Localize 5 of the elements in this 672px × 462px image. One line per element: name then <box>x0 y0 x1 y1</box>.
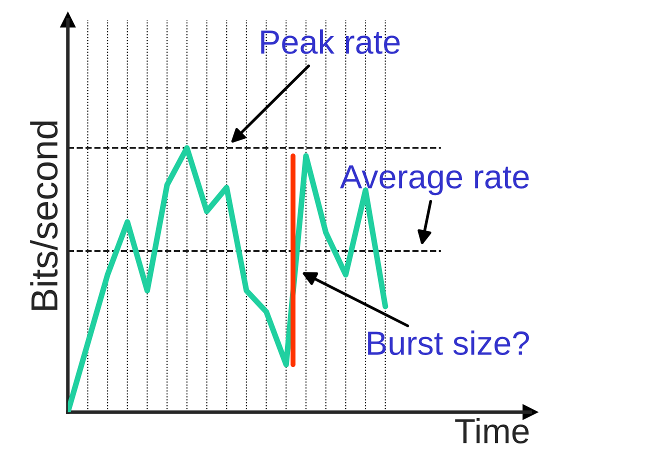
ref-line-label: Peak rate <box>261 29 400 54</box>
x-axis-title: Time <box>455 418 529 444</box>
ref-line-label: Average rate <box>340 165 529 196</box>
annotation: Burst size? <box>368 330 529 356</box>
y-axis-title: Bits/second <box>30 121 58 310</box>
